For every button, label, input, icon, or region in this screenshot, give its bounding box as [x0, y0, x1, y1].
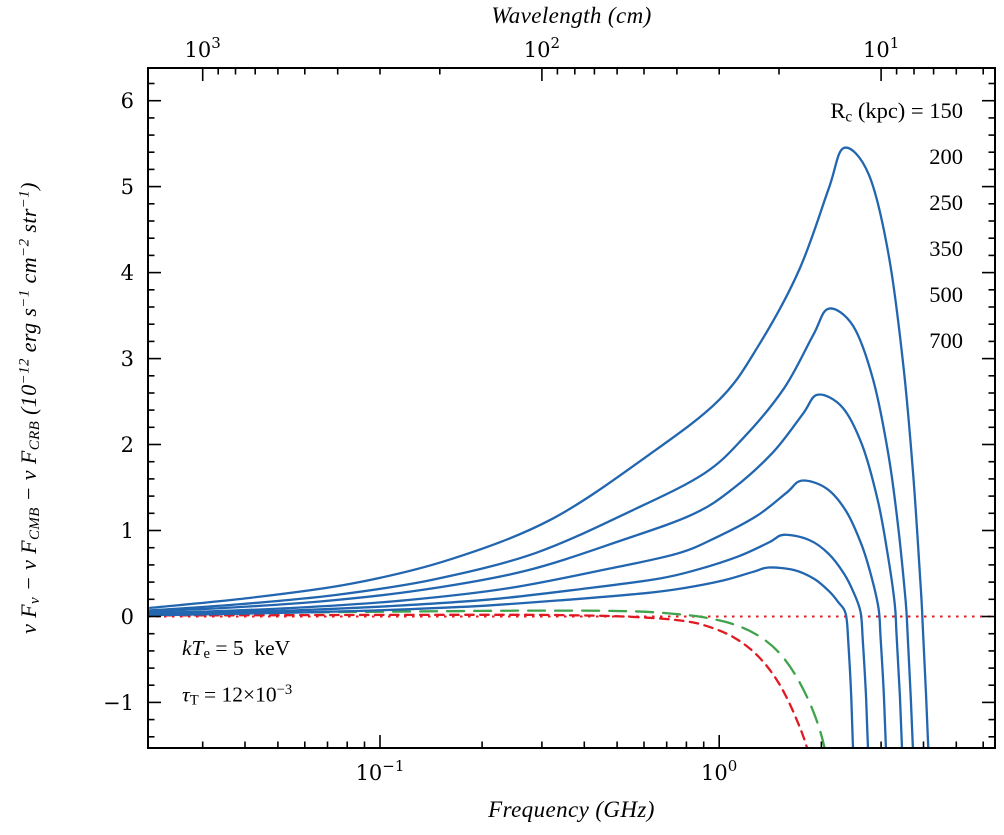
x-tick-label: 100	[701, 757, 737, 785]
legend-value: 150	[929, 98, 963, 123]
y-axis-title-part: −1	[16, 289, 33, 308]
y-axis-title-part: CMB	[27, 507, 44, 540]
curve-rc-200	[148, 307, 915, 748]
top-tick-label: 102	[524, 34, 560, 62]
y-tick-label: 4	[121, 261, 134, 285]
y-axis-title: ν Fν − ν FCMB − ν FCRB (10−12 erg s−1 cm…	[16, 182, 44, 634]
legend-symbol-sub: c	[845, 108, 853, 126]
annotation-tau: τT = 12×10−3	[182, 682, 292, 710]
legend-item: 200	[929, 144, 963, 169]
annotation-kte-var: kT	[182, 636, 204, 660]
y-axis-title-part: )	[15, 182, 41, 190]
y-tick-label: 6	[121, 89, 134, 113]
legend-item: 700	[929, 328, 963, 353]
curves-layer	[148, 146, 995, 748]
curve-rc-500	[148, 533, 870, 748]
annotations: kTe = 5 keV τT = 12×10−3	[182, 636, 292, 710]
y-tick-label: 1	[121, 519, 134, 543]
y-axis-title-part: ν F	[15, 604, 41, 634]
y-axis-title-part: − ν F	[15, 540, 41, 597]
legend-item: 500	[929, 282, 963, 307]
legend-item: 350	[929, 236, 963, 261]
legend-symbol: R	[830, 98, 846, 123]
y-axis-title-part: (10	[15, 384, 41, 421]
legend-title: Rc (kpc) = 150	[830, 88, 963, 134]
y-tick-label: 3	[121, 347, 134, 371]
curve-rc-150	[148, 146, 930, 748]
y-tick-label: −1	[103, 691, 134, 715]
top-tick-label: 103	[185, 34, 221, 62]
y-axis-title-part: ν	[27, 596, 44, 604]
y-axis-title-part: CRB	[27, 420, 44, 451]
annotation-tau-rest: = 12×10	[198, 682, 277, 707]
y-tick-label: 0	[121, 605, 134, 629]
annotation-tau-var: τ	[182, 682, 190, 707]
y-axis-title-part: −12	[16, 358, 33, 385]
annotation-kte-sub: e	[203, 646, 210, 663]
annotation-tau-sup: −3	[276, 682, 293, 699]
x-tick-label: 10−1	[356, 757, 405, 785]
y-axis-title-part: erg s	[15, 307, 41, 359]
top-axis-title: Wavelength (cm)	[148, 3, 995, 29]
y-tick-label: 2	[121, 433, 134, 457]
y-axis-title-part: str	[15, 208, 41, 239]
top-axis-title-text: Wavelength (cm)	[491, 3, 652, 28]
curve-rc-250	[148, 393, 904, 748]
y-axis-title-part: −2	[16, 238, 33, 257]
x-axis-title: Frequency (GHz)	[148, 797, 995, 823]
y-axis-title-part: −1	[16, 189, 33, 209]
plot-frame	[147, 67, 996, 749]
axes-layer	[147, 67, 996, 749]
tick-labels-layer: 10−1 100 103 102 101 −1 0 1 2 3 4 5 6	[103, 34, 899, 785]
legend-prefix: (kpc) =	[852, 98, 930, 123]
annotation-kte-rest: = 5 keV	[209, 636, 291, 660]
curve-rc-700	[148, 566, 855, 748]
y-axis-title-part: cm	[15, 256, 41, 290]
curve-green-long-dash	[148, 609, 826, 748]
legend-item: 250	[929, 190, 963, 215]
top-tick-label: 101	[863, 34, 899, 62]
legend: Rc (kpc) = 150 200 250 350 500 700	[830, 88, 963, 364]
x-axis-title-text: Frequency (GHz)	[488, 797, 655, 822]
curve-rc-350	[148, 479, 888, 748]
y-axis-title-part: − ν F	[15, 450, 41, 508]
curve-red-short-dash	[148, 613, 809, 748]
annotation-kte: kTe = 5 keV	[182, 636, 292, 663]
annotation-tau-sub: T	[189, 692, 199, 709]
y-tick-label: 5	[121, 175, 134, 199]
